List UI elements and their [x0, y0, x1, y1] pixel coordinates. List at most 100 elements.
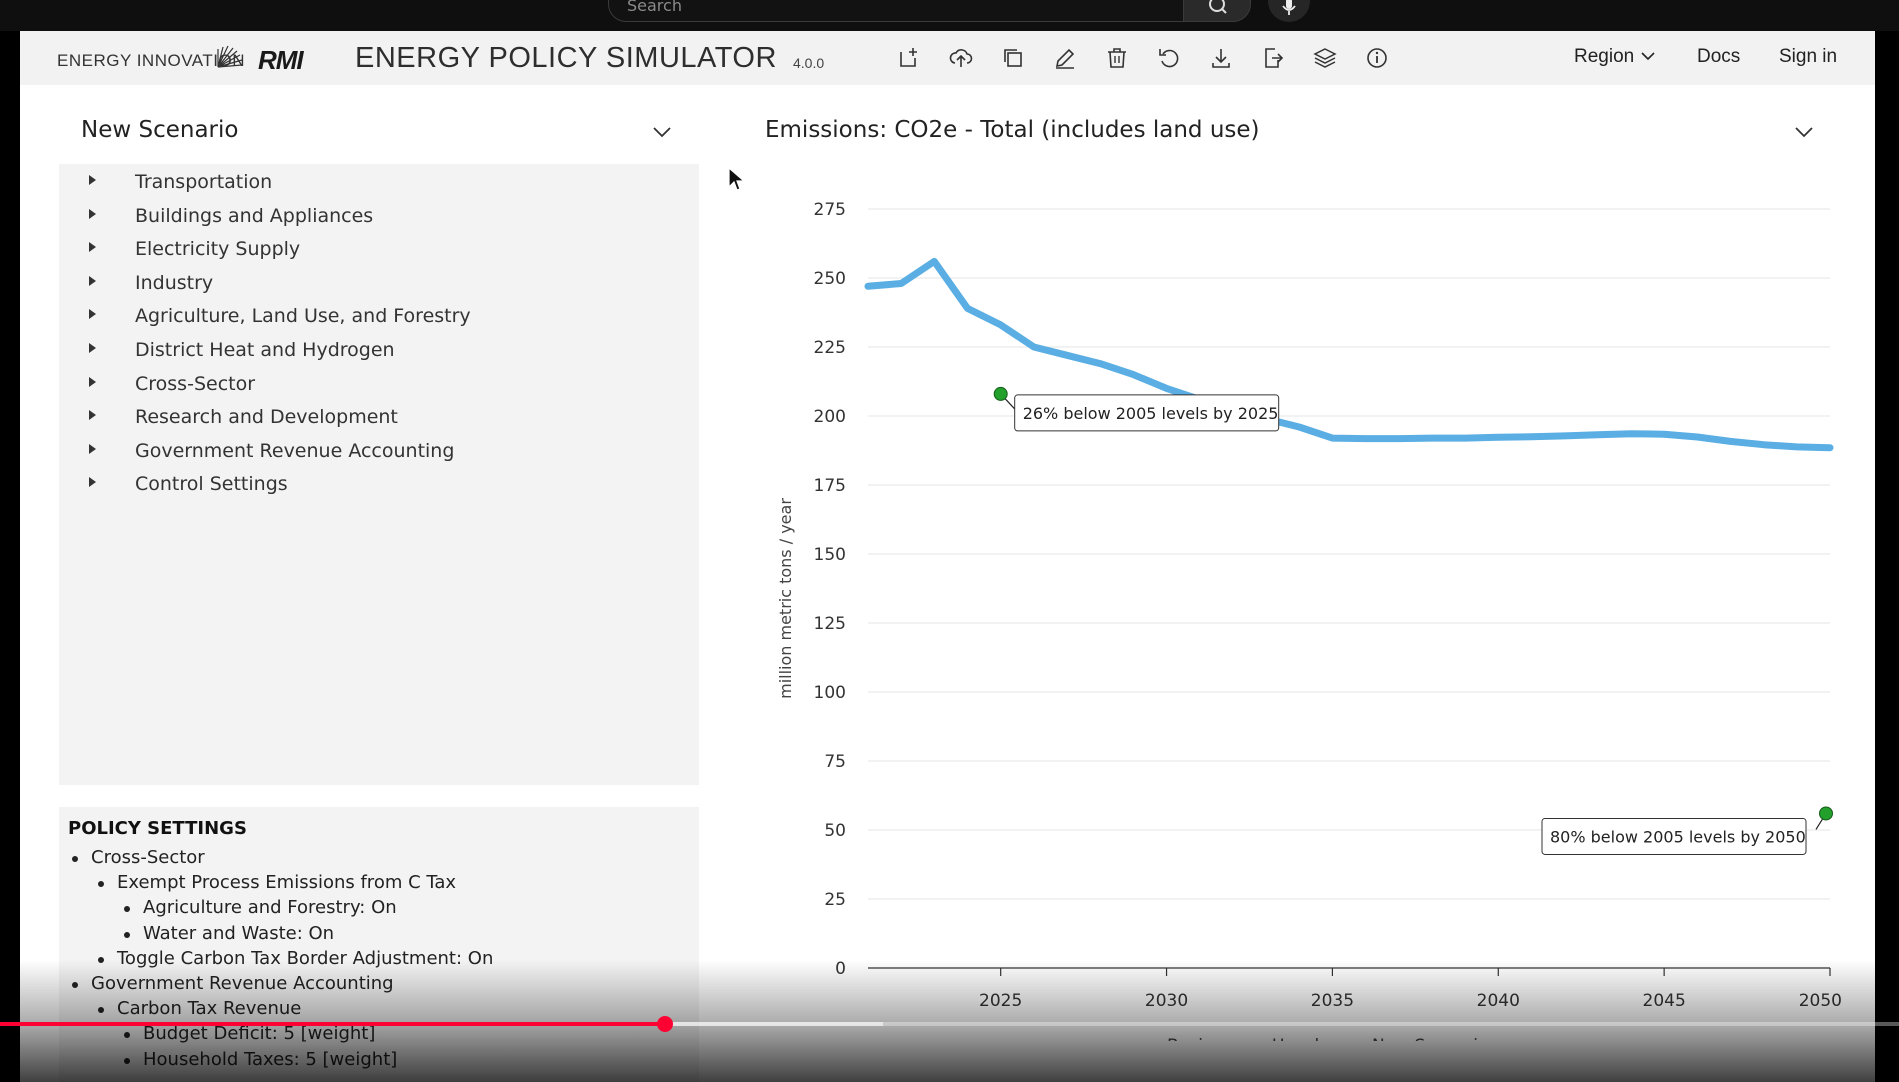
- emissions-line-chart: 0 25 50 75 100 125 150 175 200 225 250 275 2025 2030 2…: [776, 200, 1842, 1041]
- search-input[interactable]: Search: [608, 0, 1184, 22]
- policy-setting-item: Exempt Process Emissions from C Tax: [97, 872, 457, 894]
- download-icon: [1212, 49, 1230, 68]
- search-icon: [1209, 0, 1227, 14]
- policy-category-agriculture-land-use-and-forestry[interactable]: Agriculture, Land Use, and Forestry: [59, 301, 699, 331]
- policy-category-cross-sector[interactable]: Cross-Sector: [59, 369, 699, 399]
- legend-label[interactable]: New Scenario: [1372, 1036, 1488, 1041]
- policy-category-label: Buildings and Appliances: [135, 204, 374, 227]
- y-tick-label: 175: [814, 476, 846, 496]
- download-button[interactable]: [1208, 45, 1234, 71]
- new-scenario-button[interactable]: [896, 45, 922, 71]
- copy-icon: [1004, 49, 1022, 67]
- caret-right-icon: [89, 242, 96, 253]
- x-tick-label: 2040: [1477, 991, 1520, 1011]
- video-scrubber-handle[interactable]: [656, 1016, 673, 1032]
- policy-category-control-settings[interactable]: Control Settings: [59, 469, 699, 499]
- policy-setting-item: Toggle Carbon Tax Border Adjustment: On: [97, 947, 494, 969]
- annotation-label: 26% below 2005 levels by 2025: [1023, 404, 1279, 423]
- info-button[interactable]: [1364, 45, 1390, 71]
- chevron-down-icon: [1640, 52, 1655, 61]
- caret-right-icon: [89, 275, 96, 286]
- policy-category-label: District Heat and Hydrogen: [135, 339, 395, 361]
- policy-settings-panel: POLICY SETTINGS Cross-Sector Exempt Proce…: [59, 807, 699, 1082]
- policy-category-label: Government Revenue Accounting: [135, 439, 455, 462]
- upload-button[interactable]: [948, 45, 974, 71]
- policy-category-transportation[interactable]: Transportation: [59, 167, 699, 197]
- target-marker: [993, 386, 1008, 401]
- undo-icon: [1159, 49, 1179, 68]
- x-tick-label: 2035: [1311, 991, 1354, 1011]
- browser-top-bar: Search: [0, 0, 1899, 31]
- edit-button[interactable]: [1052, 45, 1078, 71]
- annotation-label: 80% below 2005 levels by 2050: [1550, 827, 1806, 846]
- mouse-cursor-icon: [728, 167, 746, 191]
- app-version: 4.0.0: [793, 55, 825, 71]
- video-progress-bar[interactable]: [0, 1016, 1899, 1032]
- sign-in-link[interactable]: Sign in: [1779, 46, 1838, 67]
- copy-button[interactable]: [1000, 45, 1026, 71]
- caret-right-icon: [89, 410, 96, 421]
- info-icon: [1367, 48, 1387, 68]
- caret-right-icon: [89, 443, 96, 454]
- chevron-down-icon[interactable]: [649, 119, 675, 145]
- docs-link[interactable]: Docs: [1697, 46, 1741, 67]
- policy-setting-item: Agriculture and Forestry: On: [124, 897, 397, 919]
- policy-setting-item: Budget Deficit: 5 [weight]: [123, 1023, 376, 1045]
- policy-category-electricity-supply[interactable]: Electricity Supply: [59, 234, 699, 264]
- search-button[interactable]: [1183, 0, 1251, 22]
- undo-button[interactable]: [1156, 45, 1182, 71]
- rmi-logo[interactable]: RMI: [258, 45, 304, 75]
- region-menu-label: Region: [1574, 46, 1635, 67]
- policy-category-label: Agriculture, Land Use, and Forestry: [135, 305, 471, 328]
- y-tick-label: 125: [814, 614, 846, 634]
- series-line-new-scenario: [864, 257, 1834, 452]
- policy-category-label: Industry: [135, 271, 214, 294]
- y-tick-label: 200: [814, 407, 846, 427]
- y-tick-label: 25: [824, 890, 846, 910]
- app-header: ENERGY INNOVATION RMI ENERGY POLICY SIMU…: [20, 31, 1875, 85]
- new-scenario-icon: [900, 48, 917, 67]
- x-tick-label: 2050: [1799, 991, 1842, 1011]
- video-played-bar: [0, 1022, 665, 1026]
- policy-setting-item: Carbon Tax Revenue: [97, 998, 302, 1020]
- policy-setting-item: Water and Waste: On: [123, 922, 335, 944]
- y-tick-label: 225: [814, 338, 846, 358]
- caret-right-icon: [89, 175, 96, 185]
- y-tick-label: 0: [835, 959, 846, 979]
- policy-category-label: Cross-Sector: [135, 372, 256, 395]
- chevron-down-icon[interactable]: [1791, 119, 1817, 145]
- annotation-box: [1014, 394, 1280, 432]
- policy-category-government-revenue-accounting[interactable]: Government Revenue Accounting: [59, 436, 699, 466]
- export-button[interactable]: [1260, 45, 1286, 71]
- voice-search-button[interactable]: [1268, 0, 1310, 22]
- legend-label[interactable]: Business as Usual: [1167, 1036, 1319, 1041]
- policy-category-industry[interactable]: Industry: [59, 268, 699, 298]
- y-tick-label: 75: [824, 752, 846, 772]
- microphone-icon: [1282, 0, 1296, 15]
- policy-category-label: Electricity Supply: [135, 238, 301, 261]
- upload-icon: [949, 49, 973, 67]
- scenario-selector[interactable]: New Scenario: [81, 117, 239, 143]
- policy-category-buildings-and-appliances[interactable]: Buildings and Appliances: [59, 201, 699, 231]
- y-axis-label: million metric tons / year: [776, 498, 795, 699]
- caret-right-icon: [89, 309, 96, 320]
- energy-policy-simulator-app: ENERGY INNOVATION RMI ENERGY POLICY SIMU…: [20, 31, 1875, 1082]
- y-tick-label: 100: [814, 683, 846, 703]
- energy-innovation-logo-text[interactable]: ENERGY INNOVATION: [57, 51, 245, 70]
- x-tick-label: 2025: [979, 991, 1022, 1011]
- chart-title[interactable]: Emissions: CO2e - Total (includes land u…: [765, 117, 1260, 143]
- target-marker: [1819, 806, 1833, 821]
- y-tick-label: 275: [814, 200, 846, 220]
- layers-icon: [1313, 48, 1337, 68]
- policy-category-research-and-development[interactable]: Research and Development: [59, 402, 699, 432]
- caret-right-icon: [89, 477, 96, 488]
- edit-icon: [1055, 48, 1075, 69]
- delete-button[interactable]: [1104, 45, 1130, 71]
- policy-category-district-heat-and-hydrogen[interactable]: District Heat and Hydrogen: [59, 335, 699, 365]
- policy-category-list: Transportation Buildings and Appliances El…: [59, 164, 699, 785]
- region-menu[interactable]: Region: [1574, 46, 1656, 68]
- layers-button[interactable]: [1312, 45, 1338, 71]
- policy-setting-item: Government Revenue Accounting: [72, 973, 394, 994]
- y-tick-label: 150: [814, 545, 846, 565]
- policy-category-label: Control Settings: [135, 473, 288, 496]
